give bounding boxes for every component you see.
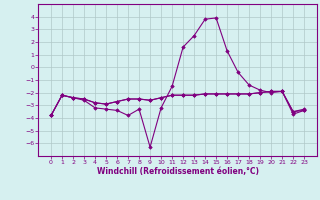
X-axis label: Windchill (Refroidissement éolien,°C): Windchill (Refroidissement éolien,°C) bbox=[97, 167, 259, 176]
